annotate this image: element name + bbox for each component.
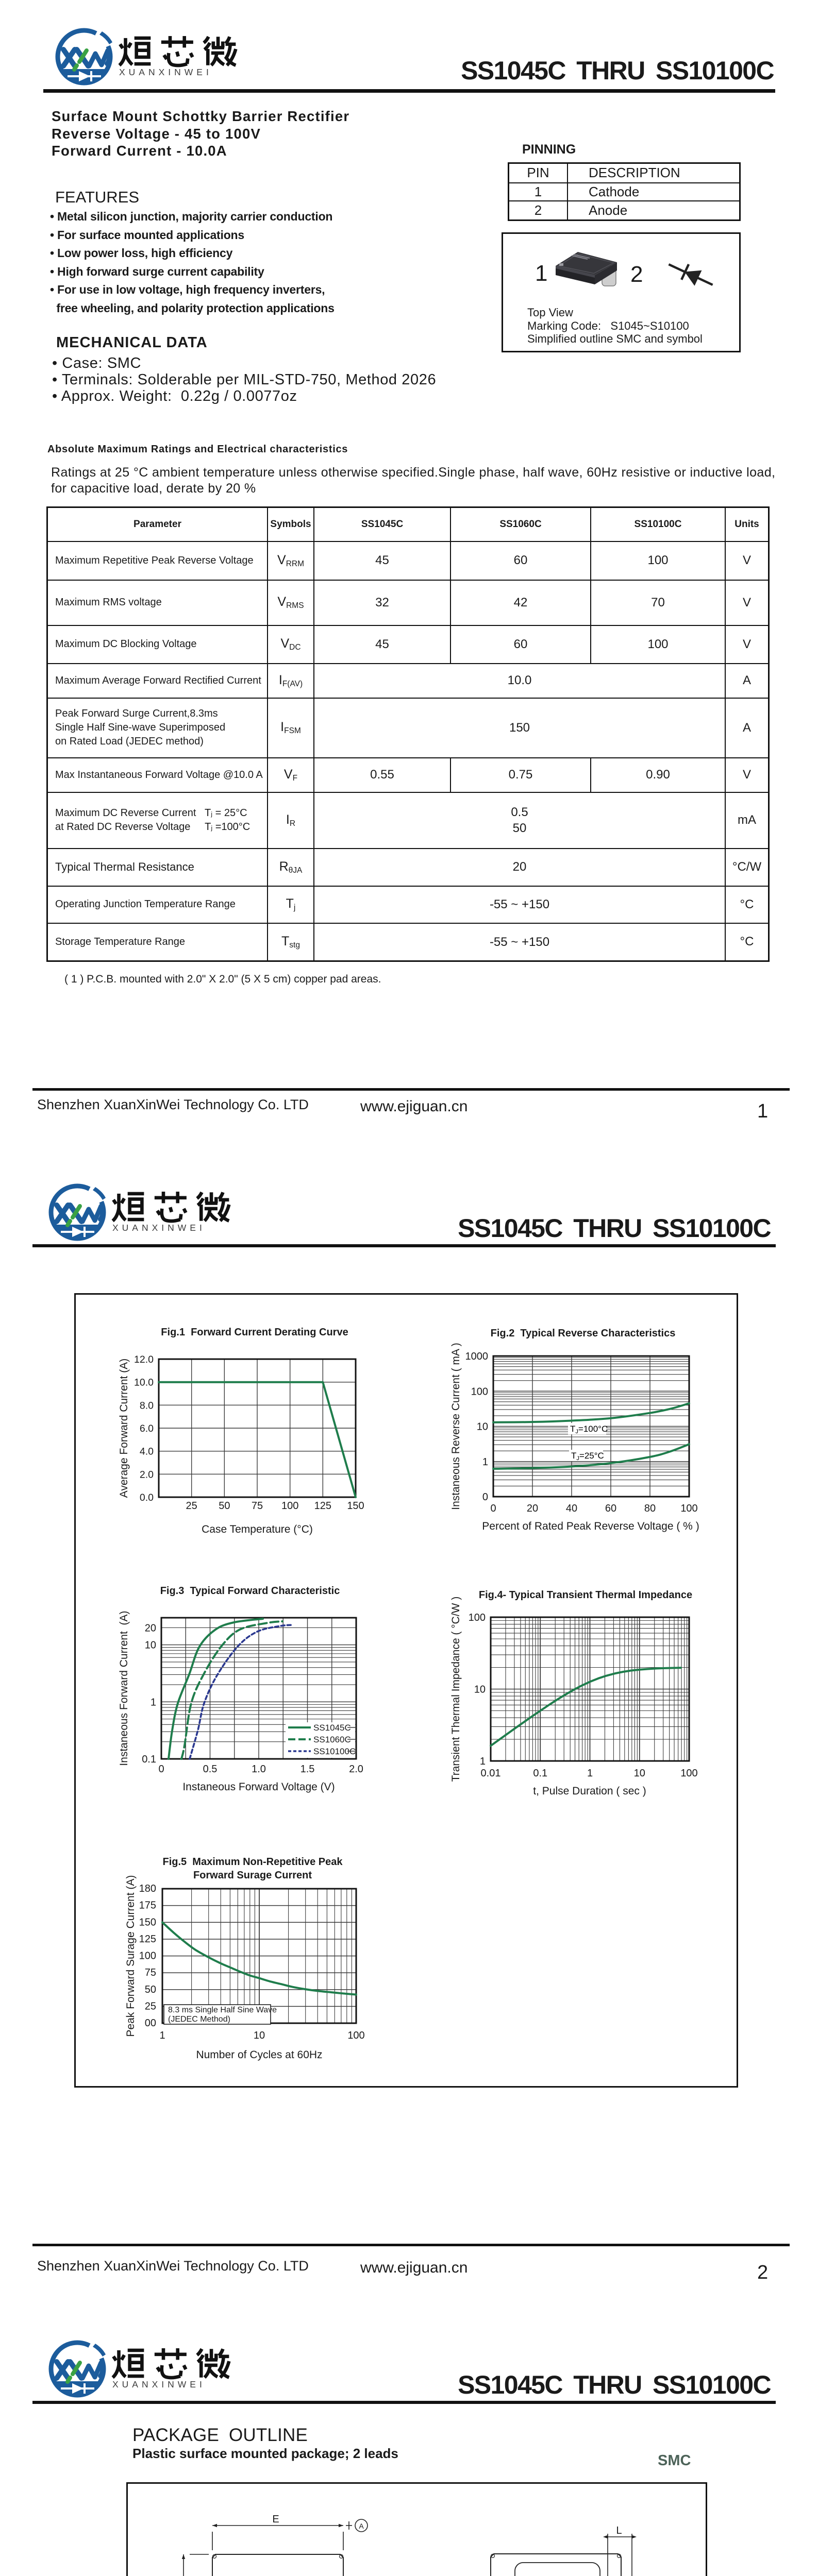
svg-text:Fig.5 Maximum Non-Repetitive: Fig.5 Maximum Non-Repetitive Peak <box>163 1856 343 1868</box>
svg-text:A: A <box>359 2522 364 2530</box>
svg-text:10: 10 <box>634 1768 645 1779</box>
svg-text:1: 1 <box>587 1768 593 1779</box>
svg-text:SS10100C: SS10100C <box>313 1747 356 1756</box>
svg-text:4.0: 4.0 <box>140 1446 154 1458</box>
svg-text:L: L <box>616 2525 622 2536</box>
svg-text:Average Forward Current (A): Average Forward Current (A) <box>118 1359 130 1498</box>
svg-text:100: 100 <box>347 2030 364 2041</box>
svg-text:25: 25 <box>145 2001 156 2012</box>
svg-text:75: 75 <box>252 1500 263 1512</box>
svg-text:10.0: 10.0 <box>134 1377 154 1388</box>
svg-text:1: 1 <box>482 1456 488 1468</box>
svg-text:10: 10 <box>477 1421 488 1433</box>
svg-text:TJ=25°C: TJ=25°C <box>571 1451 604 1462</box>
svg-text:Instaneous Forward Current (A: Instaneous Forward Current (A) <box>118 1611 130 1766</box>
svg-text:1: 1 <box>159 2030 165 2041</box>
svg-text:125: 125 <box>314 1500 331 1512</box>
svg-text:20: 20 <box>145 1622 156 1634</box>
svg-text:0: 0 <box>482 1492 488 1503</box>
svg-text:XUANXINWEI: XUANXINWEI <box>112 1223 206 1233</box>
svg-text:20: 20 <box>527 1503 538 1514</box>
svg-text:Forward Surage Current: Forward Surage Current <box>193 1870 312 1881</box>
svg-text:1: 1 <box>480 1756 486 1767</box>
svg-text:40: 40 <box>566 1503 577 1514</box>
svg-text:0.0: 0.0 <box>140 1492 154 1503</box>
svg-text:XUANXINWEI: XUANXINWEI <box>112 2379 206 2389</box>
svg-text:10: 10 <box>145 1640 156 1651</box>
svg-text:E: E <box>272 2514 279 2525</box>
svg-text:0.01: 0.01 <box>481 1768 501 1779</box>
svg-text:Instaneous Reverse Current ( m: Instaneous Reverse Current ( mA ) <box>450 1343 462 1510</box>
svg-text:Number of Cycles at 60Hz: Number of Cycles at 60Hz <box>196 2049 322 2061</box>
svg-text:180: 180 <box>139 1883 156 1894</box>
svg-text:t, Pulse Duration ( sec ): t, Pulse Duration ( sec ) <box>533 1785 646 1797</box>
svg-text:0.1: 0.1 <box>142 1754 156 1765</box>
svg-text:Fig.1 Forward Current Deratin: Fig.1 Forward Current Derating Curve <box>161 1327 348 1338</box>
svg-text:(JEDEC Method): (JEDEC Method) <box>168 2015 230 2024</box>
svg-text:1.5: 1.5 <box>301 1764 315 1775</box>
svg-text:100: 100 <box>139 1951 156 1962</box>
svg-text:100: 100 <box>680 1503 697 1514</box>
svg-text:6.0: 6.0 <box>140 1423 154 1434</box>
svg-text:0.5: 0.5 <box>203 1764 218 1775</box>
svg-text:1.0: 1.0 <box>252 1764 266 1775</box>
svg-text:0: 0 <box>158 1764 164 1775</box>
svg-text:2.0: 2.0 <box>140 1469 154 1480</box>
svg-text:0.1: 0.1 <box>533 1768 547 1779</box>
svg-text:12.0: 12.0 <box>134 1354 154 1365</box>
svg-text:Case Temperature (°C): Case Temperature (°C) <box>202 1523 313 1535</box>
svg-text:125: 125 <box>139 1934 156 1945</box>
svg-text:100: 100 <box>469 1612 486 1623</box>
svg-text:8.0: 8.0 <box>140 1400 154 1411</box>
svg-text:25: 25 <box>186 1500 197 1512</box>
svg-text:10: 10 <box>254 2030 265 2041</box>
svg-text:100: 100 <box>680 1768 697 1779</box>
svg-text:Transient Thermal Impedance (: Transient Thermal Impedance ( °C/W ) <box>450 1597 462 1782</box>
svg-text:XUANXINWEI: XUANXINWEI <box>119 67 212 77</box>
svg-text:1: 1 <box>151 1697 156 1708</box>
svg-text:50: 50 <box>219 1500 230 1512</box>
svg-text:8.3 ms Single Half Sine Wave: 8.3 ms Single Half Sine Wave <box>168 2006 277 2014</box>
svg-text:100: 100 <box>471 1386 488 1397</box>
svg-text:150: 150 <box>139 1917 156 1928</box>
svg-text:10: 10 <box>474 1684 486 1696</box>
svg-text:50: 50 <box>145 1984 156 1995</box>
svg-text:175: 175 <box>139 1900 156 1911</box>
svg-text:60: 60 <box>605 1503 616 1514</box>
svg-text:SS1060C: SS1060C <box>313 1735 351 1744</box>
svg-text:75: 75 <box>145 1967 156 1978</box>
svg-text:1000: 1000 <box>465 1351 489 1362</box>
svg-text:00: 00 <box>145 2018 156 2029</box>
svg-text:SS1045C: SS1045C <box>313 1723 351 1733</box>
svg-text:Fig.3 Typical Forward Charact: Fig.3 Typical Forward Characteristic <box>160 1585 340 1597</box>
svg-text:TJ=100°C: TJ=100°C <box>570 1424 608 1435</box>
svg-text:Instaneous Forward Voltage (V): Instaneous Forward Voltage (V) <box>182 1781 335 1793</box>
svg-text:0: 0 <box>490 1503 496 1514</box>
svg-text:80: 80 <box>644 1503 656 1514</box>
svg-text:Fig.4- Typical Transient Therm: Fig.4- Typical Transient Thermal Impedan… <box>479 1589 692 1601</box>
svg-text:150: 150 <box>347 1500 364 1512</box>
svg-text:2.0: 2.0 <box>349 1764 363 1775</box>
svg-text:Peak Forward Surage Current (A: Peak Forward Surage Current (A) <box>125 1875 137 2037</box>
svg-text:Percent of Rated Peak Reverse: Percent of Rated Peak Reverse Voltage ( … <box>482 1520 699 1532</box>
svg-text:Fig.2 Typical Reverse Charact: Fig.2 Typical Reverse Characteristics <box>491 1328 676 1339</box>
svg-text:100: 100 <box>281 1500 298 1512</box>
